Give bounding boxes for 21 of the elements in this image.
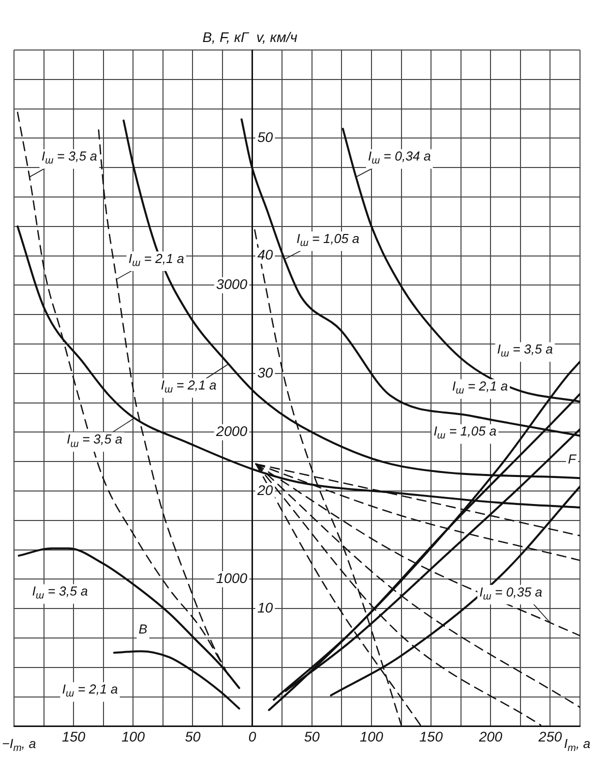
- y-tick-label: 30: [257, 364, 274, 380]
- x-tick-label: 100: [360, 728, 384, 744]
- y2-tick-label: 2000: [215, 423, 248, 440]
- annotation: F: [568, 452, 578, 467]
- x-tick-label: 250: [538, 728, 562, 744]
- y2-axis-title: B, F, кГ: [202, 28, 250, 45]
- x-tick-label: 50: [304, 728, 320, 744]
- x-tick-label: 200: [478, 728, 503, 744]
- x-tick-label: 150: [419, 728, 443, 744]
- y-axis-title: v, км/ч: [256, 28, 298, 45]
- x-tick-label: 50: [184, 728, 201, 744]
- x-tick-label: 150: [62, 728, 86, 744]
- y-tick-label: 10: [257, 599, 274, 616]
- x-tick-label: 0: [248, 728, 256, 744]
- y-tick-label: 20: [256, 482, 274, 498]
- y-tick-label: 40: [257, 246, 274, 263]
- x-tick-label: 100: [121, 728, 146, 744]
- y2-tick-label: 1000: [216, 570, 248, 586]
- y2-tick-label: 3000: [216, 276, 248, 292]
- annotation: B: [138, 622, 148, 637]
- y-tick-label: 50: [257, 129, 274, 146]
